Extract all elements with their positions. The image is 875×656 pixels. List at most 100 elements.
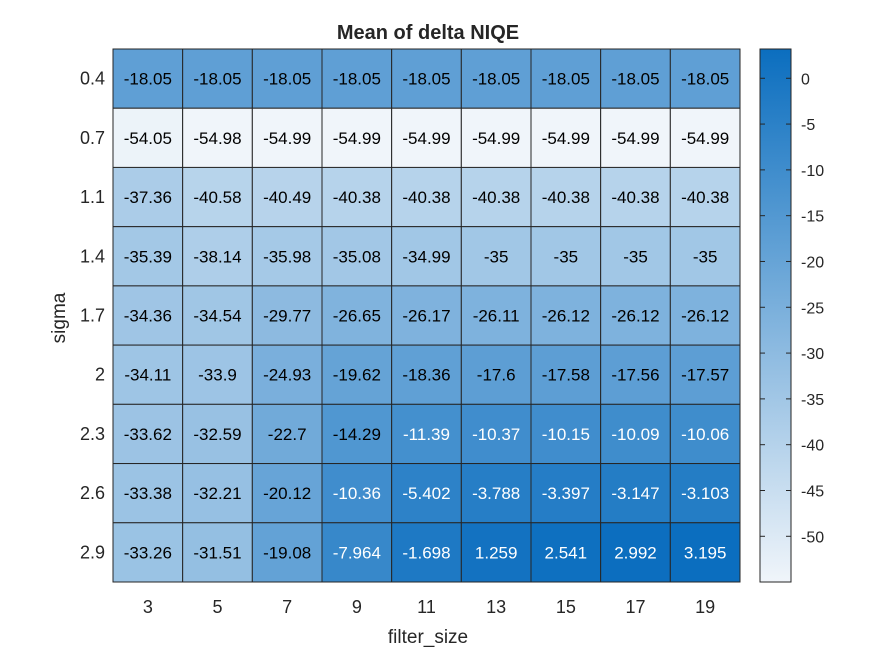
cell-value-label: -34.54: [193, 307, 241, 326]
heatmap-cell: [391, 107, 462, 168]
heatmap-cell: [391, 522, 462, 583]
cell-value-label: -35.39: [124, 247, 172, 266]
x-tick-label: 7: [282, 597, 292, 617]
cell-value-label: -18.05: [402, 70, 450, 89]
heatmap-cell: [321, 48, 393, 109]
heatmap-cell: [530, 463, 602, 524]
heatmap-cell: [669, 166, 741, 228]
cell-value-label: -26.12: [611, 307, 659, 326]
heatmap-cell: [391, 344, 462, 405]
cell-value-label: -5.402: [402, 484, 450, 503]
x-tick-label: 5: [212, 597, 222, 617]
cell-value-label: -18.05: [681, 70, 729, 89]
cell-value-label: -10.36: [333, 484, 381, 503]
colorbar-tick-label: -50: [801, 529, 824, 546]
heatmap-cell: [460, 285, 532, 346]
cell-value-label: -18.05: [193, 70, 241, 89]
cell-value-label: -54.05: [124, 129, 172, 148]
heatmap-cell: [321, 522, 393, 583]
colorbar-tick-label: -20: [801, 254, 824, 271]
heatmap-cell: [182, 403, 253, 465]
heatmap-cell: [112, 107, 184, 168]
heatmap-cell: [460, 344, 532, 405]
heatmap-cell: [669, 226, 741, 287]
x-tick-label: 15: [556, 597, 576, 617]
y-tick-label: 1.1: [80, 187, 105, 207]
cell-value-label: -26.12: [542, 307, 590, 326]
cell-value-label: -14.29: [333, 425, 381, 444]
heatmap-cell: [321, 166, 393, 228]
cell-value-label: -11.39: [403, 425, 450, 444]
cell-value-label: 1.259: [475, 543, 518, 562]
cell-value-label: -18.05: [124, 70, 172, 89]
x-tick-label: 9: [352, 597, 362, 617]
heatmap-cell: [182, 48, 253, 109]
colorbar-tick-label: -30: [801, 346, 824, 363]
cell-value-label: -35: [554, 247, 579, 266]
heatmap-cell: [600, 344, 671, 405]
cell-value-label: -33.26: [124, 543, 172, 562]
y-tick-label: 1.4: [80, 246, 105, 266]
y-tick-label: 2.6: [80, 483, 105, 503]
cell-value-label: -17.6: [477, 366, 516, 385]
colorbar-tick-label: -10: [801, 163, 824, 180]
cell-value-label: -35.08: [333, 247, 381, 266]
cell-value-label: -34.99: [402, 247, 450, 266]
cell-value-label: -10.09: [611, 425, 659, 444]
cell-value-label: -40.38: [611, 188, 659, 207]
heatmap-cell: [182, 522, 253, 583]
cell-value-label: -17.56: [611, 366, 659, 385]
x-axis-ticks: 3 5 7 9 11 13 15 17 19: [143, 597, 715, 617]
heatmap-cells: -18.05 -18.05 -18.05 -18.05 -18.05 -18.05 -18.…: [112, 48, 741, 583]
cell-value-label: -37.36: [124, 188, 172, 207]
cell-value-label: -32.59: [193, 425, 241, 444]
cell-value-label: -54.99: [263, 129, 311, 148]
heatmap-cell: [182, 226, 253, 287]
heatmap-cell: [460, 48, 532, 109]
heatmap-cell: [321, 463, 393, 524]
colorbar-tick-label: -5: [801, 117, 815, 134]
cell-value-label: -33.9: [198, 366, 237, 385]
cell-value-label: -33.38: [124, 484, 172, 503]
x-tick-label: 11: [417, 597, 436, 617]
cell-value-label: 2.992: [614, 543, 657, 562]
heatmap-cell: [182, 285, 253, 346]
heatmap-cell: [251, 463, 323, 524]
heatmap-cell: [530, 285, 602, 346]
heatmap-cell: [391, 463, 462, 524]
cell-value-label: -34.11: [124, 366, 171, 385]
cell-value-label: -40.38: [681, 188, 729, 207]
cell-value-label: -26.17: [402, 307, 450, 326]
cell-value-label: -33.62: [124, 425, 172, 444]
cell-value-label: -54.99: [681, 129, 729, 148]
cell-value-label: -24.93: [263, 366, 311, 385]
colorbar-tick-label: -40: [801, 438, 824, 455]
heatmap-cell: [112, 522, 184, 583]
colorbar-ticks: 0 -5 -10 -15 -20 -25 -30 -35 -40 -45 -50: [760, 71, 824, 546]
chart-title: Mean of delta NIQE: [337, 22, 519, 44]
cell-value-label: -35: [693, 247, 718, 266]
colorbar-tick-label: -45: [801, 483, 824, 500]
cell-value-label: -19.08: [263, 543, 311, 562]
heatmap-cell: [321, 344, 393, 405]
cell-value-label: -18.05: [542, 70, 590, 89]
cell-value-label: -18.05: [472, 70, 520, 89]
colorbar-tick-label: 0: [801, 71, 810, 88]
cell-value-label: -7.964: [333, 543, 381, 562]
cell-value-label: -54.99: [402, 129, 450, 148]
y-axis-ticks: 0.4 0.7 1.1 1.4 1.7 2 2.3 2.6 2.9: [80, 69, 105, 563]
cell-value-label: -40.58: [193, 188, 241, 207]
heatmap-cell: [112, 226, 184, 287]
cell-value-label: -22.7: [268, 425, 307, 444]
cell-value-label: -40.38: [542, 188, 590, 207]
heatmap-cell: [530, 522, 602, 583]
y-tick-label: 2.3: [80, 424, 105, 444]
cell-value-label: -40.38: [472, 188, 520, 207]
cell-value-label: -35: [484, 247, 509, 266]
heatmap-cell: [669, 522, 741, 583]
cell-value-label: -10.15: [542, 425, 590, 444]
cell-value-label: -3.103: [681, 484, 729, 503]
heatmap-cell: [321, 226, 393, 287]
heatmap-cell: [321, 285, 393, 346]
